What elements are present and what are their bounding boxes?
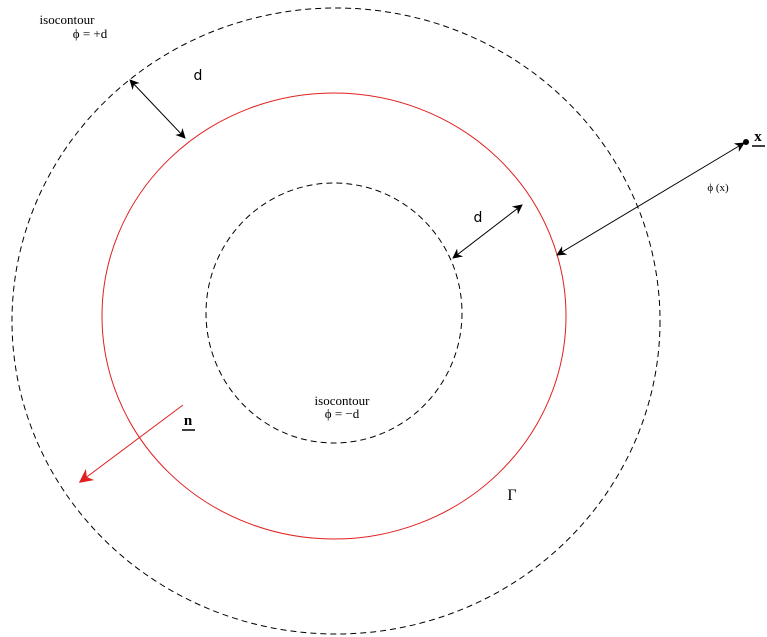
inner-value: ϕ = −d [325,406,360,421]
point-label: x [754,129,762,145]
outer-gap-arrow [129,79,186,139]
gap-outer-label: d [194,68,203,84]
normal-arrow [78,404,184,483]
outer-title: isocontour [40,12,96,27]
normal-label: n [184,413,193,429]
inner-title: isocontour [315,393,371,408]
outer-isocontour [11,7,661,635]
interface-circle [101,92,567,540]
inner-gap-arrow [452,204,523,259]
distance-arrow [556,142,745,256]
distance-label: ϕ (x) [707,182,729,194]
interface-label: Γ [507,487,516,504]
gap-inner-label: d [474,210,483,226]
inner-isocontour [205,182,463,444]
point-x [743,139,749,145]
outer-value: ϕ = +d [73,26,108,41]
